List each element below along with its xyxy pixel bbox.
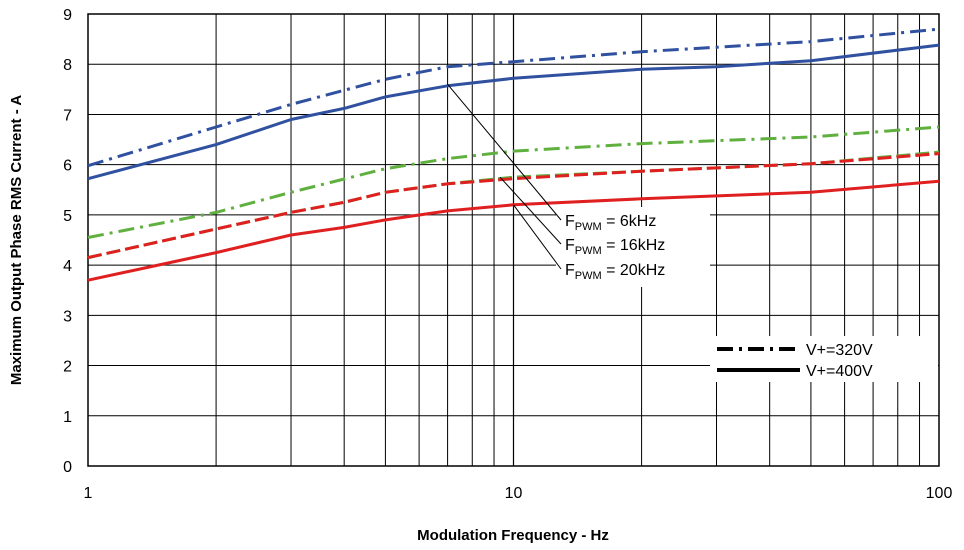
annotation-label: FPWM = 16kHz bbox=[565, 237, 665, 257]
annotation-sub: PWM bbox=[575, 270, 602, 282]
annotation-main: F bbox=[565, 237, 575, 254]
annotation-rest: = 6kHz bbox=[602, 213, 657, 230]
x-tick-label: 100 bbox=[926, 485, 953, 502]
annotation-rest: = 20kHz bbox=[602, 262, 666, 279]
y-tick-label: 8 bbox=[63, 57, 72, 74]
annotation-sub: PWM bbox=[575, 221, 602, 233]
annotation-label: FPWM = 6kHz bbox=[565, 213, 656, 233]
annotation-sub: PWM bbox=[575, 245, 602, 257]
legend-label: V+=320V bbox=[806, 342, 873, 359]
y-tick-label: 0 bbox=[63, 459, 72, 476]
y-tick-label: 7 bbox=[63, 107, 72, 124]
y-tick-label: 9 bbox=[63, 7, 72, 24]
annotation-leader bbox=[499, 176, 562, 245]
x-tick-label: 1 bbox=[84, 485, 93, 502]
y-tick-label: 1 bbox=[63, 409, 72, 426]
series-line bbox=[87, 179, 940, 282]
y-tick-label: 6 bbox=[63, 158, 72, 175]
y-tick-label: 4 bbox=[63, 258, 72, 275]
x-tick-label: 10 bbox=[505, 485, 523, 502]
x-axis-label: Modulation Frequency - Hz bbox=[417, 527, 609, 544]
annotation-main: F bbox=[565, 213, 575, 230]
annotation-rest: = 16kHz bbox=[602, 237, 666, 254]
legend-label: V+=400V bbox=[806, 363, 873, 380]
series-line bbox=[87, 152, 940, 260]
y-axis-label: Maximum Output Phase RMS Current - A bbox=[8, 95, 25, 385]
series-line bbox=[87, 43, 940, 181]
annotation-label: FPWM = 20kHz bbox=[565, 262, 665, 282]
annotation-main: F bbox=[565, 262, 575, 279]
annotation-leader bbox=[447, 83, 562, 221]
series-line bbox=[87, 125, 940, 239]
annotation-box bbox=[556, 207, 710, 287]
grid bbox=[88, 14, 939, 466]
series-line bbox=[87, 27, 940, 168]
annotation-leader bbox=[513, 204, 562, 270]
plot-frame bbox=[87, 13, 940, 467]
y-tick-label: 3 bbox=[63, 308, 72, 325]
legend: V+=320V V+=400V bbox=[710, 336, 938, 382]
y-tick-label: 5 bbox=[63, 208, 72, 225]
series-layer bbox=[87, 27, 940, 282]
legend-box bbox=[710, 336, 938, 382]
y-tick-label: 2 bbox=[63, 359, 72, 376]
